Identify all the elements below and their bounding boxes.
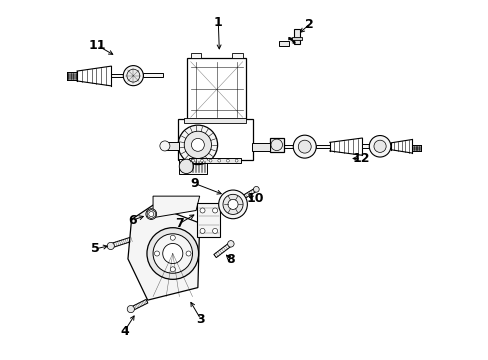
Circle shape: [223, 194, 243, 215]
FancyBboxPatch shape: [291, 37, 301, 40]
Circle shape: [227, 199, 238, 210]
Circle shape: [212, 228, 217, 233]
Circle shape: [253, 186, 259, 192]
Circle shape: [170, 267, 175, 272]
Text: 6: 6: [128, 214, 137, 227]
Circle shape: [170, 235, 175, 240]
Circle shape: [209, 159, 212, 162]
Circle shape: [191, 138, 204, 151]
Circle shape: [373, 140, 386, 152]
Circle shape: [217, 159, 220, 162]
FancyBboxPatch shape: [190, 53, 201, 58]
Circle shape: [235, 159, 238, 162]
FancyBboxPatch shape: [143, 73, 163, 77]
Circle shape: [148, 212, 153, 217]
Circle shape: [218, 190, 247, 219]
Polygon shape: [112, 237, 132, 247]
FancyBboxPatch shape: [178, 119, 253, 160]
Circle shape: [227, 240, 234, 247]
FancyBboxPatch shape: [278, 41, 288, 45]
Circle shape: [184, 131, 211, 158]
FancyBboxPatch shape: [187, 58, 246, 121]
Circle shape: [160, 141, 169, 151]
FancyBboxPatch shape: [362, 144, 376, 148]
Circle shape: [298, 140, 310, 153]
Circle shape: [212, 208, 217, 213]
Circle shape: [147, 228, 198, 279]
Text: 9: 9: [190, 177, 199, 190]
Circle shape: [226, 159, 229, 162]
FancyBboxPatch shape: [231, 53, 242, 58]
Text: 10: 10: [246, 192, 264, 205]
FancyBboxPatch shape: [316, 145, 329, 148]
FancyBboxPatch shape: [284, 145, 300, 148]
FancyBboxPatch shape: [269, 138, 284, 152]
Circle shape: [163, 243, 183, 264]
Circle shape: [200, 228, 204, 233]
FancyBboxPatch shape: [111, 74, 129, 77]
Text: 3: 3: [196, 312, 204, 326]
Circle shape: [179, 159, 193, 174]
Circle shape: [127, 306, 134, 313]
Circle shape: [200, 208, 204, 213]
Circle shape: [191, 159, 194, 162]
FancyBboxPatch shape: [251, 143, 269, 150]
Circle shape: [145, 209, 156, 220]
Circle shape: [153, 234, 192, 273]
Text: 7: 7: [175, 217, 183, 230]
Text: 1: 1: [214, 17, 222, 30]
Circle shape: [270, 139, 282, 150]
FancyBboxPatch shape: [188, 158, 241, 163]
Polygon shape: [131, 300, 147, 310]
Text: 4: 4: [120, 325, 128, 338]
Polygon shape: [240, 189, 256, 200]
Circle shape: [200, 159, 203, 162]
Text: 5: 5: [91, 242, 100, 255]
Text: 12: 12: [351, 152, 369, 165]
Text: 8: 8: [226, 253, 235, 266]
Text: 11: 11: [88, 39, 106, 52]
FancyBboxPatch shape: [197, 203, 220, 237]
Circle shape: [126, 69, 140, 82]
Circle shape: [154, 251, 159, 256]
Text: 2: 2: [305, 18, 313, 31]
Circle shape: [185, 251, 191, 256]
Polygon shape: [153, 196, 199, 218]
Circle shape: [368, 135, 390, 157]
Polygon shape: [128, 205, 199, 300]
Circle shape: [293, 135, 316, 158]
FancyBboxPatch shape: [179, 159, 207, 174]
FancyBboxPatch shape: [164, 142, 179, 149]
Circle shape: [107, 242, 114, 249]
FancyBboxPatch shape: [183, 118, 246, 123]
Circle shape: [123, 66, 143, 86]
Polygon shape: [213, 243, 231, 258]
FancyBboxPatch shape: [293, 30, 299, 44]
Circle shape: [178, 125, 217, 165]
